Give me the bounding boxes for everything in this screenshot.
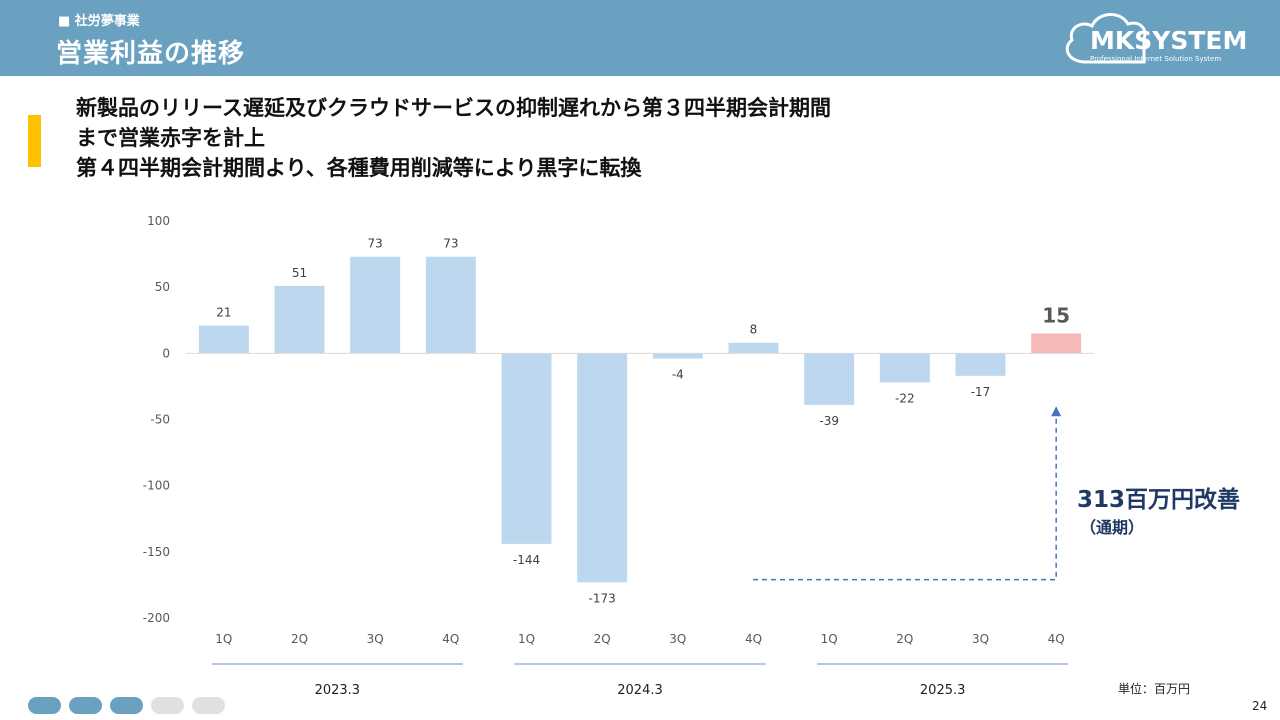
- section-label: ■ 社労夢事業: [58, 14, 140, 29]
- bar: [274, 285, 325, 354]
- x-tick-label: 3Q: [972, 632, 989, 646]
- header-bar: ■ 社労夢事業 営業利益の推移: [0, 0, 1280, 76]
- x-tick-label: 3Q: [669, 632, 686, 646]
- bar: [577, 353, 628, 583]
- bar: [804, 353, 855, 405]
- bar: [879, 353, 930, 383]
- data-label: -4: [672, 368, 684, 382]
- bar: [728, 342, 779, 354]
- group-label: 2023.3: [315, 683, 361, 698]
- data-label: -39: [819, 414, 839, 428]
- x-tick-label: 4Q: [745, 632, 762, 646]
- bar: [1031, 333, 1082, 354]
- data-label: 73: [368, 237, 383, 251]
- x-tick-label: 1Q: [215, 632, 232, 646]
- bar: [501, 353, 552, 544]
- x-tick-label: 1Q: [518, 632, 535, 646]
- data-label-highlight: 15: [1042, 303, 1070, 327]
- x-tick-label: 1Q: [821, 632, 838, 646]
- bar: [350, 256, 401, 354]
- y-tick-label: -100: [143, 479, 170, 493]
- mksystem-logo-cloud-icon: [1065, 13, 1147, 64]
- x-tick-label: 2Q: [896, 632, 913, 646]
- data-label: 8: [750, 323, 758, 337]
- data-label: 21: [216, 306, 231, 320]
- y-tick-label: -50: [150, 413, 170, 427]
- arrow-head-icon: [1051, 406, 1062, 417]
- data-label: -173: [589, 591, 616, 605]
- y-tick-label: 50: [155, 280, 170, 294]
- data-label: -17: [971, 385, 991, 399]
- logo-text: MKSYSTEM: [1090, 26, 1248, 55]
- data-label: 51: [292, 266, 307, 280]
- headline-line-2: まで営業赤字を計上: [76, 126, 265, 150]
- headline-line-1: 新製品のリリース遅延及びクラウドサービスの抑制遅れから第３四半期会計期間: [76, 96, 831, 120]
- y-tick-label: -200: [143, 611, 170, 625]
- accent-bar: [28, 115, 41, 167]
- y-tick-label: -150: [143, 545, 170, 559]
- unit-label: 単位：百万円: [1118, 682, 1191, 696]
- page-number: 24: [1252, 699, 1268, 713]
- bar: [955, 353, 1006, 376]
- x-tick-label: 3Q: [367, 632, 384, 646]
- progress-dot: [69, 697, 102, 714]
- x-tick-label: 4Q: [442, 632, 459, 646]
- progress-dot: [192, 697, 225, 714]
- progress-dot: [28, 697, 61, 714]
- logo-subtitle: Professional Internet Solution System: [1090, 55, 1222, 63]
- y-tick-label: 100: [147, 214, 170, 228]
- bar: [652, 353, 703, 359]
- x-tick-label: 2Q: [291, 632, 308, 646]
- progress-dot: [151, 697, 184, 714]
- improvement-annotation: 313百万円改善: [1077, 487, 1241, 513]
- group-label: 2024.3: [617, 683, 663, 698]
- page-title: 営業利益の推移: [56, 39, 246, 69]
- improvement-period: （通期）: [1080, 518, 1145, 537]
- data-label: -144: [513, 553, 540, 567]
- data-label: 73: [443, 237, 458, 251]
- bar: [425, 256, 476, 354]
- group-label: 2025.3: [920, 683, 966, 698]
- x-tick-label: 4Q: [1048, 632, 1065, 646]
- bar: [198, 325, 249, 354]
- headline-line-3: 第４四半期会計期間より、各種費用削減等により黒字に転換: [76, 156, 642, 180]
- improvement-arrow-line: [753, 416, 1057, 581]
- y-tick-label: 0: [162, 346, 170, 360]
- progress-dot: [110, 697, 143, 714]
- headline: 新製品のリリース遅延及びクラウドサービスの抑制遅れから第３四半期会計期間 まで営…: [76, 93, 1076, 183]
- x-tick-label: 2Q: [594, 632, 611, 646]
- data-label: -22: [895, 391, 915, 405]
